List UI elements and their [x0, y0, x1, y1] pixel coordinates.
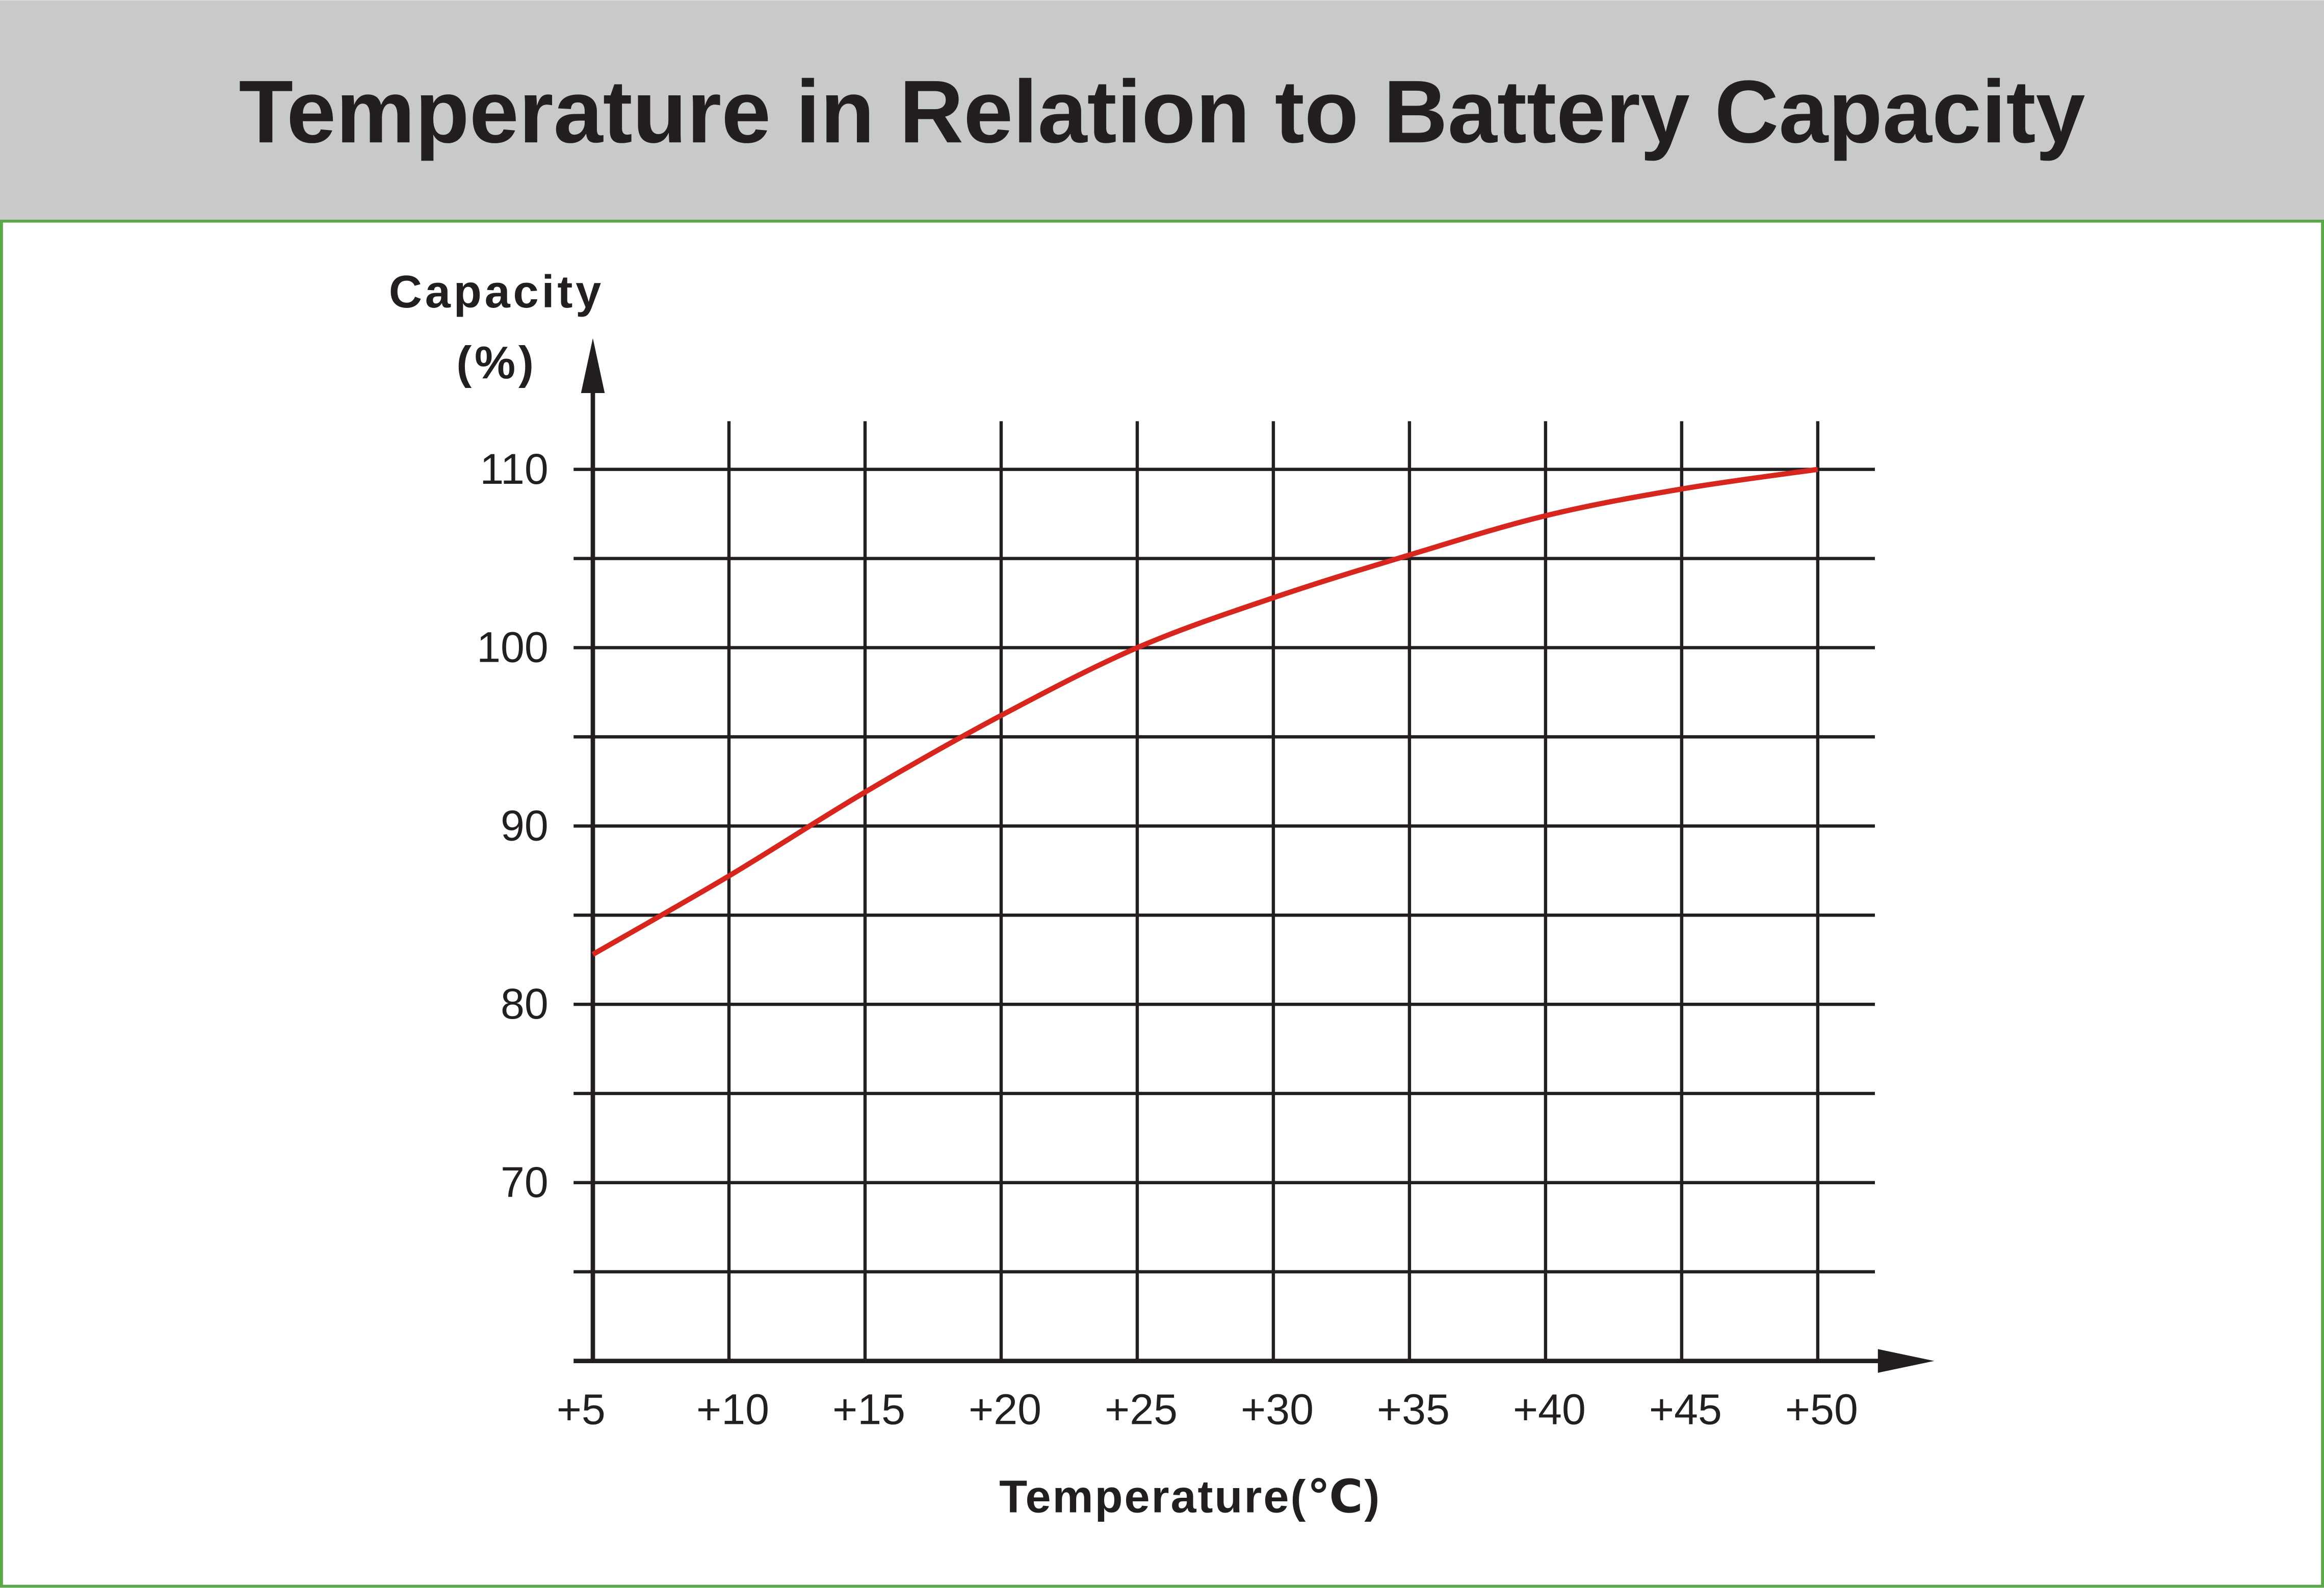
x-tick-label: +40	[1513, 1386, 1586, 1434]
y-axis-label: Capacity	[389, 266, 604, 318]
title-band	[0, 0, 2324, 220]
y-tick-label: 110	[480, 445, 548, 493]
y-tick-label: 90	[501, 801, 549, 849]
x-tick-label: +15	[832, 1386, 905, 1434]
y-tick-label: 100	[477, 623, 549, 671]
x-axis-arrow	[1877, 1349, 1935, 1373]
y-tick-label: 80	[501, 980, 549, 1028]
chart-title: Temperature in Relation to Battery Capac…	[239, 62, 2085, 161]
data-line	[591, 466, 1818, 957]
chart-frame	[0, 219, 2324, 1588]
x-tick-label: +25	[1105, 1386, 1178, 1434]
x-tick-label: +35	[1377, 1386, 1450, 1434]
y-axis-label: (%)	[456, 337, 537, 388]
x-tick-label: +30	[1241, 1386, 1314, 1434]
x-axis-label: Temperature(℃)	[999, 1471, 1381, 1523]
x-tick-label: +45	[1649, 1386, 1722, 1434]
x-tick-label: +10	[696, 1386, 769, 1434]
x-tick-label: +5	[557, 1386, 606, 1434]
x-tick-label: +20	[969, 1386, 1041, 1434]
y-tick-label: 70	[501, 1158, 549, 1206]
y-axis-arrow	[581, 338, 605, 394]
x-tick-label: +50	[1785, 1386, 1858, 1434]
